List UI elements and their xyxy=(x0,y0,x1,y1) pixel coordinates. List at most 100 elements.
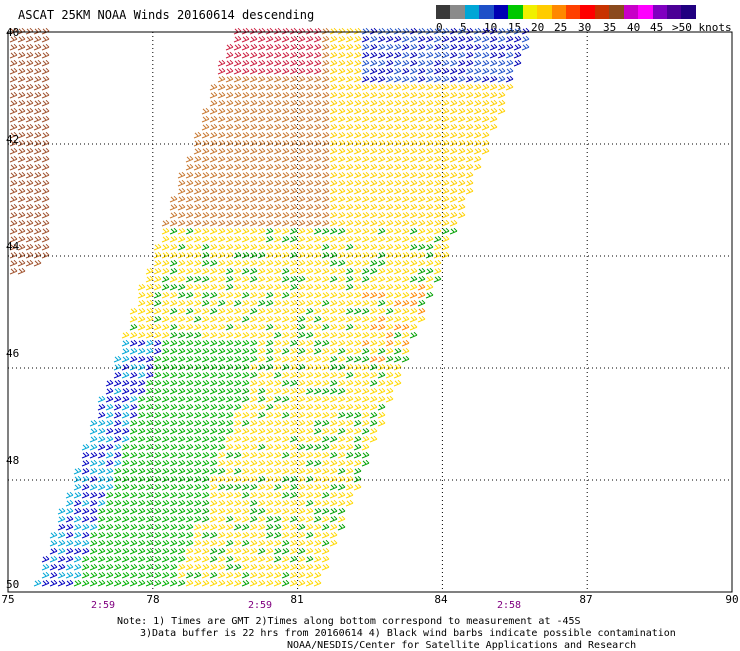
wind-barb xyxy=(201,155,210,163)
wind-barb xyxy=(241,403,250,411)
wind-barb xyxy=(89,419,98,427)
wind-barb xyxy=(257,571,266,579)
wind-barb xyxy=(9,75,18,83)
wind-barb xyxy=(425,211,434,219)
wind-barb xyxy=(465,43,474,51)
wind-barb xyxy=(9,219,18,227)
wind-barb xyxy=(337,427,346,435)
wind-barb xyxy=(353,227,362,235)
wind-barb xyxy=(297,507,306,515)
wind-barb xyxy=(401,83,410,91)
x-axis-label: 78 xyxy=(146,593,159,606)
wind-barb xyxy=(217,131,226,139)
wind-barb xyxy=(209,531,218,539)
wind-barb xyxy=(273,507,282,515)
wind-barb xyxy=(265,139,274,147)
wind-barb xyxy=(321,315,330,323)
wind-barb xyxy=(33,35,42,43)
wind-barb xyxy=(217,59,226,67)
wind-barb xyxy=(153,363,162,371)
wind-barb xyxy=(353,203,362,211)
wind-barb xyxy=(425,107,434,115)
wind-barb xyxy=(289,387,298,395)
wind-barb xyxy=(281,99,290,107)
wind-barb xyxy=(361,371,370,379)
wind-barb xyxy=(257,411,266,419)
wind-barb xyxy=(217,75,226,83)
wind-barb xyxy=(313,491,322,499)
wind-barb xyxy=(337,419,346,427)
wind-barb xyxy=(201,491,210,499)
wind-barb xyxy=(105,443,114,451)
wind-barb xyxy=(345,387,354,395)
wind-barb xyxy=(257,451,266,459)
wind-barb xyxy=(385,67,394,75)
wind-barb xyxy=(417,163,426,171)
wind-barb xyxy=(337,131,346,139)
wind-barb xyxy=(377,323,386,331)
wind-barb xyxy=(337,83,346,91)
wind-barb xyxy=(305,571,314,579)
wind-barb xyxy=(329,531,338,539)
wind-barb xyxy=(281,83,290,91)
wind-barb xyxy=(257,331,266,339)
wind-barb xyxy=(337,43,346,51)
wind-barb xyxy=(81,507,90,515)
wind-barb xyxy=(41,187,50,195)
wind-barb xyxy=(121,395,130,403)
wind-barb xyxy=(329,403,338,411)
wind-barb xyxy=(297,459,306,467)
wind-barb xyxy=(177,387,186,395)
wind-barb xyxy=(401,115,410,123)
wind-barb xyxy=(81,523,90,531)
wind-barb xyxy=(305,443,314,451)
wind-barb xyxy=(313,523,322,531)
wind-barb xyxy=(433,107,442,115)
wind-barb xyxy=(465,35,474,43)
wind-barb xyxy=(369,171,378,179)
wind-barb xyxy=(337,227,346,235)
wind-barb xyxy=(401,35,410,43)
wind-barb xyxy=(417,307,426,315)
wind-barb xyxy=(425,227,434,235)
wind-barb xyxy=(281,547,290,555)
wind-barb xyxy=(225,475,234,483)
wind-barb xyxy=(297,547,306,555)
wind-barb xyxy=(369,155,378,163)
wind-barb xyxy=(289,531,298,539)
wind-barb xyxy=(385,139,394,147)
wind-barb xyxy=(137,475,146,483)
wind-barb xyxy=(193,411,202,419)
wind-barb xyxy=(257,267,266,275)
wind-barb xyxy=(257,275,266,283)
wind-barb xyxy=(289,571,298,579)
wind-barb xyxy=(393,203,402,211)
wind-barb xyxy=(313,51,322,59)
wind-barb xyxy=(129,435,138,443)
wind-barb xyxy=(345,307,354,315)
wind-barb xyxy=(305,99,314,107)
wind-barb xyxy=(153,371,162,379)
wind-barb xyxy=(169,195,178,203)
wind-barb xyxy=(353,451,362,459)
wind-barb xyxy=(297,51,306,59)
wind-barb xyxy=(361,171,370,179)
wind-barb xyxy=(265,83,274,91)
wind-barb xyxy=(209,251,218,259)
wind-barb xyxy=(9,227,18,235)
wind-barb xyxy=(241,475,250,483)
y-axis-label: 48 xyxy=(6,454,19,467)
wind-barb xyxy=(81,483,90,491)
wind-barb xyxy=(273,67,282,75)
wind-barb xyxy=(185,187,194,195)
wind-barb xyxy=(17,187,26,195)
wind-barb xyxy=(273,491,282,499)
wind-barb xyxy=(273,307,282,315)
wind-barb xyxy=(345,235,354,243)
wind-barb xyxy=(145,459,154,467)
wind-barb xyxy=(257,163,266,171)
wind-barb xyxy=(249,355,258,363)
wind-barb xyxy=(305,379,314,387)
wind-barb xyxy=(225,483,234,491)
wind-barb xyxy=(233,387,242,395)
